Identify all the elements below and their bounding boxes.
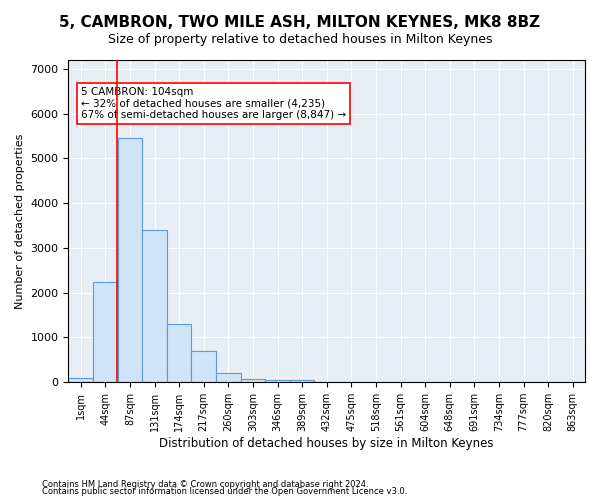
Text: 5 CAMBRON: 104sqm
← 32% of detached houses are smaller (4,235)
67% of semi-detac: 5 CAMBRON: 104sqm ← 32% of detached hous… bbox=[81, 87, 346, 120]
Bar bbox=[68, 378, 93, 382]
Text: Size of property relative to detached houses in Milton Keynes: Size of property relative to detached ho… bbox=[108, 32, 492, 46]
Bar bbox=[216, 374, 241, 382]
Text: Contains public sector information licensed under the Open Government Licence v3: Contains public sector information licen… bbox=[42, 487, 407, 496]
Bar bbox=[241, 378, 265, 382]
X-axis label: Distribution of detached houses by size in Milton Keynes: Distribution of detached houses by size … bbox=[160, 437, 494, 450]
Bar bbox=[191, 351, 216, 382]
Bar bbox=[290, 380, 314, 382]
Text: Contains HM Land Registry data © Crown copyright and database right 2024.: Contains HM Land Registry data © Crown c… bbox=[42, 480, 368, 489]
Bar bbox=[167, 324, 191, 382]
Y-axis label: Number of detached properties: Number of detached properties bbox=[15, 134, 25, 309]
Bar bbox=[265, 380, 290, 382]
Bar bbox=[118, 138, 142, 382]
Text: 5, CAMBRON, TWO MILE ASH, MILTON KEYNES, MK8 8BZ: 5, CAMBRON, TWO MILE ASH, MILTON KEYNES,… bbox=[59, 15, 541, 30]
Bar bbox=[93, 282, 118, 382]
Bar bbox=[142, 230, 167, 382]
